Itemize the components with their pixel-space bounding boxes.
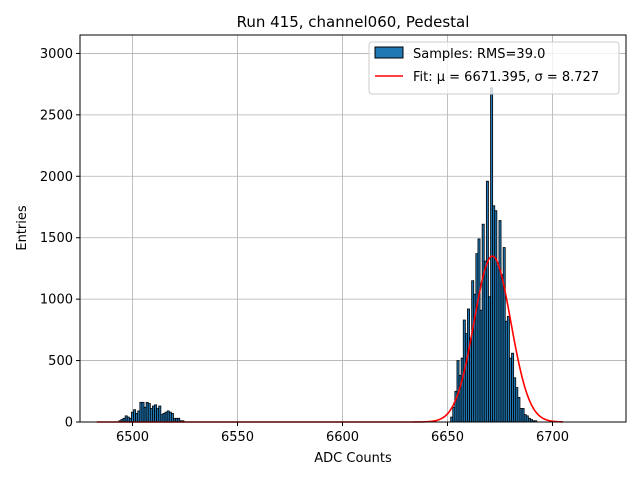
histogram-bars: [118, 87, 538, 423]
y-tick-label: 2000: [40, 170, 73, 185]
x-axis-label: ADC Counts: [314, 451, 392, 466]
legend-fit-label: Fit: μ = 6671.395, σ = 8.727: [413, 70, 599, 85]
y-tick-label: 1000: [40, 293, 73, 308]
x-tick-label: 6700: [536, 430, 569, 445]
legend-samples-label: Samples: RMS=39.0: [413, 47, 545, 62]
y-tick-label: 1500: [40, 231, 73, 246]
x-tick-label: 6650: [431, 430, 464, 445]
y-tick-label: 500: [48, 354, 73, 369]
legend-box: [368, 41, 620, 95]
y-tick-label: 0: [65, 416, 73, 431]
y-tick-label: 2500: [40, 108, 73, 123]
y-axis-label: Entries: [15, 205, 30, 251]
x-tick-label: 6500: [116, 430, 149, 445]
legend-samples-swatch: [374, 46, 404, 59]
x-tick-label: 6600: [326, 430, 359, 445]
x-tick-label: 6550: [221, 430, 254, 445]
axis-ticks: 6500 6550 6600 6650 6700 0 500 1000 1500 2000 2500…: [40, 47, 569, 445]
y-tick-label: 3000: [40, 47, 73, 62]
legend: Samples: RMS=39.0 Fit: μ = 6671.395, σ =…: [368, 41, 620, 95]
plot-frame: [79, 34, 627, 423]
chart-title: Run 415, channel060, Pedestal: [237, 13, 470, 31]
